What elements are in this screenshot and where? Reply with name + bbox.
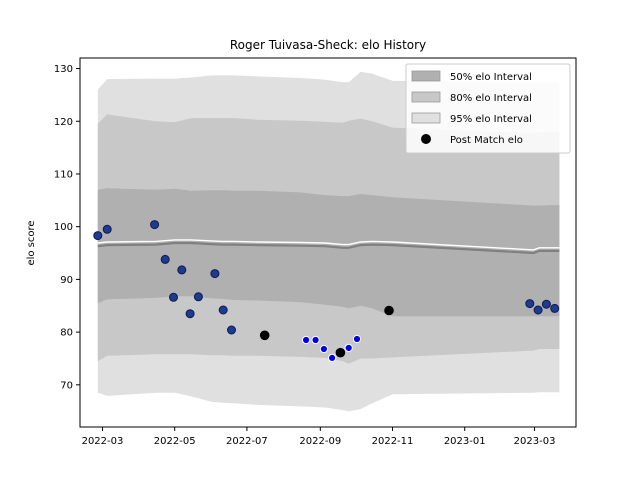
post-match-point: [384, 305, 394, 316]
x-tick-label: 2023-03: [514, 436, 556, 447]
post-match-point: [218, 305, 228, 315]
post-match-point: [185, 309, 195, 319]
y-tick-label: 90: [60, 275, 73, 286]
legend-box: [405, 63, 571, 154]
y-tick-label: 100: [54, 222, 73, 233]
chart-title: Roger Tuivasa-Sheck: elo History: [230, 38, 426, 52]
y-tick-label: 70: [60, 380, 73, 391]
post-match-point: [227, 325, 236, 335]
post-match-point: [259, 330, 270, 341]
post-match-point: [177, 265, 187, 275]
legend-label-80: 80% elo Interval: [450, 93, 532, 104]
post-match-point: [93, 231, 103, 241]
x-tick-label: 2022-03: [82, 436, 124, 447]
legend-marker-post-match: [421, 134, 431, 144]
y-tick-label: 130: [54, 64, 73, 75]
x-tick-label: 2022-09: [299, 436, 341, 447]
post-match-point: [169, 292, 178, 302]
legend-label-50: 50% elo Interval: [450, 72, 532, 83]
post-match-point: [533, 305, 543, 315]
post-match-points: [93, 220, 560, 362]
post-match-point: [328, 353, 337, 362]
y-tick-label: 120: [54, 117, 73, 128]
y-tick-label: 80: [60, 328, 73, 339]
post-match-point: [150, 220, 160, 230]
legend-swatch-50: [411, 70, 441, 82]
x-tick-label: 2022-07: [226, 436, 268, 447]
band-50-interval: [97, 188, 560, 317]
mean-elo-line: [97, 241, 560, 255]
post-match-point: [550, 303, 560, 313]
legend-label-95: 95% elo Interval: [450, 114, 532, 125]
post-match-point: [525, 299, 535, 309]
legend-label-post-match: Post Match elo: [450, 135, 523, 146]
post-match-point: [344, 343, 353, 352]
legend: 50% elo Interval 80% elo Interval 95% el…: [405, 63, 571, 154]
axes-frame: [79, 57, 577, 428]
legend-swatch-80: [411, 91, 441, 103]
y-axis: 70 80 90 100 110 120 130: [54, 64, 80, 391]
post-match-point: [319, 344, 328, 354]
post-match-point: [302, 335, 311, 345]
post-match-point: [541, 299, 551, 309]
post-match-point: [311, 335, 320, 345]
post-match-point: [193, 292, 203, 302]
x-tick-label: 2022-11: [372, 436, 414, 447]
y-axis-label: elo score: [26, 220, 37, 265]
mean-elo-highlight: [97, 239, 560, 251]
post-match-point: [102, 224, 112, 234]
plot-area: [93, 71, 560, 412]
post-match-point: [210, 269, 220, 279]
post-match-point: [160, 254, 170, 264]
x-tick-label: 2022-05: [154, 436, 196, 447]
post-match-point: [335, 347, 346, 358]
x-axis: 2022-03 2022-05 2022-07 2022-09 2022-11 2023-…: [82, 427, 556, 447]
y-tick-label: 110: [54, 169, 73, 180]
post-match-point: [352, 334, 362, 344]
legend-swatch-95: [411, 112, 441, 124]
x-tick-label: 2023-01: [444, 436, 486, 447]
